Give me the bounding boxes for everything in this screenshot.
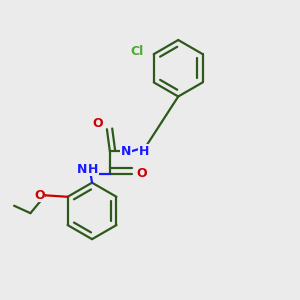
Text: O: O <box>137 167 147 180</box>
Text: N: N <box>76 163 87 176</box>
Text: O: O <box>34 189 45 202</box>
Text: H: H <box>88 163 99 176</box>
Text: Cl: Cl <box>131 45 144 58</box>
Text: N: N <box>121 145 131 158</box>
Text: H: H <box>139 145 149 158</box>
Text: O: O <box>93 117 103 130</box>
